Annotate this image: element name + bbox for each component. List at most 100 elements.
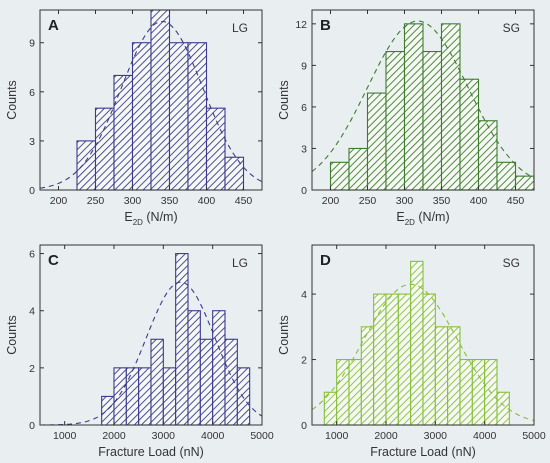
y-axis-title-a: Counts	[5, 80, 19, 120]
bar-c-8	[199, 338, 214, 426]
bar-c-9	[212, 310, 226, 426]
y-tick-label-b-4: 12	[295, 19, 307, 31]
y-tick-label-c-1: 2	[29, 363, 35, 375]
panel-letter-a: A	[48, 17, 59, 34]
y-tick-label-a-2: 6	[29, 87, 35, 99]
y-tick-label-a-1: 3	[29, 136, 35, 148]
y-tick-label-b-2: 6	[301, 102, 307, 114]
panel-tag-b: SG	[503, 21, 520, 35]
panel-tag-c: LG	[232, 256, 248, 270]
x-tick-label-d-1: 2000	[374, 430, 398, 442]
bar-b-0	[329, 161, 350, 191]
fit-curve-a	[40, 20, 262, 189]
bar-c-3	[138, 367, 152, 426]
x-tick-label-c-0: 1000	[53, 430, 77, 442]
y-tick-label-c-0: 0	[29, 420, 35, 432]
bar-d-2	[348, 358, 362, 426]
bar-d-6	[397, 293, 412, 426]
x-tick-label-d-3: 4000	[473, 430, 497, 442]
panel-d: 1000 2000 3000 4000 5000 0 2 4 Fracture Load (nN…	[277, 244, 546, 459]
bar-a-7	[205, 107, 226, 191]
x-tick-label-d-2: 3000	[424, 430, 448, 442]
y-axis-title-b: Counts	[277, 80, 291, 120]
bar-b-7	[459, 78, 480, 191]
bar-b-8	[477, 120, 498, 191]
y-axis-title-d: Counts	[277, 315, 291, 355]
bar-c-11	[236, 367, 251, 426]
x-tick-label-a-1: 250	[87, 195, 105, 207]
fit-curve-b	[312, 20, 534, 179]
plot-frame-c	[39, 244, 263, 426]
bar-c-10	[224, 338, 238, 426]
panel-tag-d: SG	[503, 256, 520, 270]
x-tick-label-a-4: 400	[198, 195, 216, 207]
bar-c-7	[187, 310, 201, 426]
bar-a-5	[168, 42, 189, 191]
panel-a: 200 250 300 350 400 450 0 3 6 9 E2D (N/m) Counts A LG	[5, 9, 263, 227]
y-tick-label-b-1: 3	[301, 143, 307, 155]
panel-b: 200 250 300 350 400 450 0 3 6 9 12 E2D (N/m) Counts B…	[277, 9, 535, 227]
fit-curve-c	[40, 281, 262, 425]
y-axis-title-c: Counts	[5, 315, 19, 355]
x-tick-label-a-3: 350	[161, 195, 179, 207]
bar-b-6	[440, 23, 461, 191]
y-tick-label-d-0: 0	[301, 420, 307, 432]
x-tick-label-b-4: 400	[470, 195, 488, 207]
x-tick-label-b-2: 300	[396, 195, 414, 207]
x-tick-label-b-1: 250	[359, 195, 377, 207]
bar-b-2	[366, 92, 387, 191]
bar-d-4	[373, 293, 387, 426]
bar-a-6	[187, 42, 208, 191]
x-axis-title-c: Fracture Load (nN)	[98, 445, 204, 459]
x-tick-label-c-1: 2000	[102, 430, 126, 442]
bar-b-5	[422, 50, 443, 191]
bar-b-3	[385, 50, 406, 191]
panel-c: 1000 2000 3000 4000 5000 0 2 4 6 Fracture Load (n…	[5, 244, 274, 459]
bar-d-10	[447, 326, 461, 426]
bar-d-5	[385, 293, 399, 426]
bar-c-0	[101, 395, 115, 426]
bar-b-4	[403, 23, 424, 191]
bar-a-8	[224, 156, 245, 191]
panel-letter-d: D	[320, 252, 331, 269]
bar-d-14	[496, 391, 510, 426]
bar-a-3	[131, 42, 152, 191]
plot-frame-b	[311, 9, 535, 191]
y-tick-label-a-0: 0	[29, 185, 35, 197]
bar-c-2	[125, 367, 140, 426]
bar-d-7	[410, 260, 424, 426]
x-tick-label-b-0: 200	[322, 195, 340, 207]
y-tick-label-d-1: 2	[301, 355, 307, 367]
x-tick-label-c-2: 3000	[152, 430, 176, 442]
x-tick-label-d-0: 1000	[325, 430, 349, 442]
x-tick-label-a-5: 450	[235, 195, 253, 207]
x-tick-label-b-5: 450	[507, 195, 525, 207]
y-tick-label-c-2: 4	[29, 306, 35, 318]
y-tick-label-c-3: 6	[29, 249, 35, 261]
bar-d-1	[336, 358, 350, 426]
y-tick-label-d-2: 4	[301, 289, 307, 301]
panel-tag-a: LG	[232, 21, 248, 35]
x-axis-title-a: E2D (N/m)	[124, 210, 177, 227]
bar-c-6	[175, 253, 189, 426]
x-axis-title-b: E2D (N/m)	[396, 210, 449, 227]
bar-a-4	[150, 9, 171, 191]
plot-frame-a	[39, 9, 263, 191]
bar-c-5	[162, 367, 177, 426]
bar-b-1	[348, 147, 369, 191]
x-tick-label-c-3: 4000	[201, 430, 225, 442]
bar-b-9	[496, 161, 517, 191]
y-tick-label-b-0: 0	[301, 185, 307, 197]
plot-frame-d	[311, 244, 535, 426]
x-tick-label-b-3: 350	[433, 195, 451, 207]
bar-a-2	[113, 74, 134, 191]
bar-b-10	[514, 175, 535, 191]
x-tick-label-c-4: 5000	[250, 430, 274, 442]
panel-letter-b: B	[320, 17, 331, 34]
x-tick-label-a-0: 200	[50, 195, 68, 207]
panel-letter-c: C	[48, 252, 59, 269]
x-tick-label-d-4: 5000	[522, 430, 546, 442]
bar-d-11	[459, 358, 473, 426]
x-tick-label-a-2: 300	[124, 195, 142, 207]
